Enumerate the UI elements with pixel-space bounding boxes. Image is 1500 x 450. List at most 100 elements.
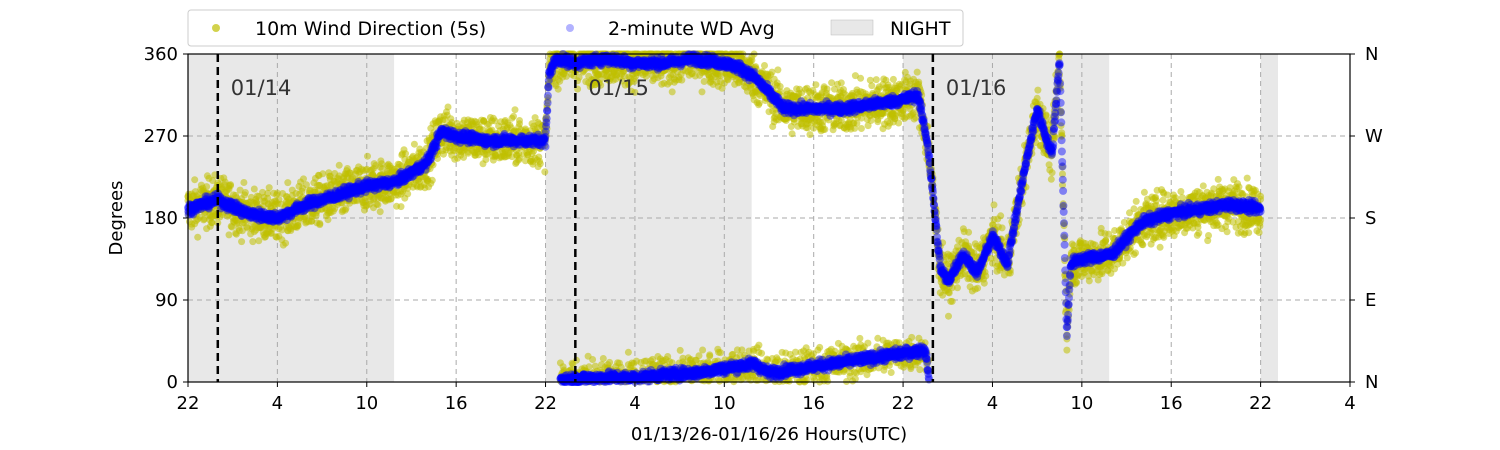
wind-5s-point-3632 bbox=[1085, 277, 1093, 285]
wind-5s-point-225 bbox=[240, 179, 248, 186]
wind-5s-point-173 bbox=[227, 181, 234, 189]
wind-5s-point-4591 bbox=[676, 346, 684, 354]
wind-5s-point-1950 bbox=[668, 88, 676, 96]
wind-5s-point-4774 bbox=[758, 349, 766, 357]
wind-5s-point-4091 bbox=[1199, 182, 1207, 190]
wind-5s-point-3784 bbox=[1123, 254, 1131, 262]
wind-5s-point-4321 bbox=[1257, 216, 1265, 224]
wind-5s-point-533 bbox=[316, 220, 324, 227]
wind-5s-point-4187 bbox=[1223, 228, 1231, 236]
wind-5s-point-2565 bbox=[821, 125, 829, 133]
wind-5s-point-878 bbox=[402, 150, 409, 158]
wind-5s-point-4658 bbox=[706, 352, 714, 360]
wind-5s-point-323 bbox=[264, 189, 272, 197]
wind-5s-point-2633 bbox=[837, 79, 845, 87]
wind-5s-point-210 bbox=[236, 186, 244, 194]
wind-5s-point-776 bbox=[376, 208, 384, 216]
wind-5s-point-393 bbox=[282, 239, 290, 247]
wind-5s-point-4419 bbox=[599, 355, 607, 362]
wind-5s-point-767 bbox=[374, 201, 382, 209]
wind-5s-point-269 bbox=[250, 185, 258, 193]
wind-5s-point-4921 bbox=[824, 377, 832, 385]
wind-5s-point-3854 bbox=[1140, 188, 1148, 196]
wind-5s-point-986 bbox=[428, 176, 436, 184]
wind-5s-point-4396 bbox=[589, 356, 597, 363]
wind-5s-point-4112 bbox=[1205, 232, 1212, 239]
wind-5s-point-2302 bbox=[755, 99, 763, 107]
wind-5s-point-2842 bbox=[889, 75, 897, 83]
wind-5s-point-2864 bbox=[895, 119, 903, 127]
wind-5s-point-4149 bbox=[1214, 175, 1222, 183]
wind-5s-point-4314 bbox=[1255, 229, 1263, 236]
wind-5s-point-362 bbox=[273, 189, 281, 197]
wind-5s-point-3274 bbox=[997, 212, 1005, 220]
wind-5s-point-68 bbox=[200, 215, 208, 223]
wind-5s-point-3917 bbox=[1156, 243, 1164, 251]
wind-5s-point-3101 bbox=[954, 284, 961, 292]
wind-5s-point-1048 bbox=[444, 103, 452, 111]
wind-5s-point-3078 bbox=[948, 297, 956, 305]
wind-5s-point-321 bbox=[264, 194, 272, 202]
wind-5s-point-4235 bbox=[1235, 183, 1243, 191]
wind-5s-point-1318 bbox=[511, 106, 519, 114]
wind-5s-point-859 bbox=[397, 203, 405, 211]
wind-5s-point-545 bbox=[319, 170, 327, 178]
wind-5s-point-2072 bbox=[698, 88, 706, 96]
wind-5s-point-565 bbox=[324, 216, 332, 224]
wind-5s-point-4073 bbox=[1195, 229, 1203, 237]
wind-5s-point-3902 bbox=[1152, 197, 1160, 205]
wind-5s-point-3698 bbox=[1102, 236, 1110, 244]
wind-5s-point-1493 bbox=[554, 85, 562, 93]
wind-5s-point-3420 bbox=[1033, 94, 1041, 102]
wind-5s-point-3579 bbox=[1073, 279, 1081, 287]
wind-5s-point-2530 bbox=[812, 81, 820, 89]
wind-5s-point-3248 bbox=[990, 201, 998, 209]
wind-5s-point-724 bbox=[364, 152, 371, 160]
wind-5s-point-4268 bbox=[1243, 174, 1251, 182]
wind-5s-point-101 bbox=[209, 177, 217, 184]
wind-5s-point-3182 bbox=[974, 284, 982, 292]
wind-5s-point-287 bbox=[255, 237, 263, 245]
wind-5s-point-403 bbox=[284, 179, 292, 187]
wind-5s-point-327 bbox=[265, 184, 273, 192]
wind-5s-point-3821 bbox=[1132, 197, 1140, 205]
wind-5s-point-2273 bbox=[748, 56, 756, 64]
wind-5s-point-4475 bbox=[624, 348, 632, 356]
wind-5s-point-4434 bbox=[606, 358, 614, 366]
wind-5s-point-75 bbox=[203, 183, 211, 191]
wind-5s-point-231 bbox=[241, 189, 249, 196]
wind-5s-point-2713 bbox=[857, 125, 865, 132]
wind-5s-point-3481 bbox=[1048, 169, 1056, 177]
wind-5s-point-2938 bbox=[913, 68, 921, 76]
wind-5s-point-40 bbox=[194, 233, 202, 241]
wind-5s-point-3817 bbox=[1132, 249, 1139, 257]
wind-5s-point-167 bbox=[225, 231, 233, 239]
wind-5s-point-2378 bbox=[774, 66, 782, 74]
wind-5s-point-4904 bbox=[816, 343, 824, 351]
wind-5s-point-3946 bbox=[1164, 191, 1171, 199]
wind-5s-point-218 bbox=[238, 238, 246, 246]
wind-5s-point-3479 bbox=[1047, 175, 1055, 183]
wind-5s-point-3215 bbox=[982, 272, 990, 280]
wind-5s-point-3812 bbox=[1130, 205, 1138, 213]
wind-5s-point-3208 bbox=[980, 279, 988, 287]
wind-5s-point-1991 bbox=[678, 76, 686, 84]
wind-5s-point-2594 bbox=[828, 79, 836, 87]
wind-5s-point-4681 bbox=[716, 349, 724, 357]
wind-5s-point-2322 bbox=[761, 62, 768, 69]
wind-5s-point-29 bbox=[191, 176, 199, 184]
wind-5s-point-3281 bbox=[998, 224, 1006, 232]
wind-5s-point-610 bbox=[335, 161, 343, 169]
wind-5s-point-3063 bbox=[945, 312, 952, 320]
wind-5s-point-98 bbox=[208, 219, 216, 227]
wind-5s-point-1439 bbox=[541, 168, 549, 176]
wind-5s-point-2711 bbox=[857, 74, 865, 82]
wind-5s-point-1312 bbox=[510, 112, 517, 120]
wind-5s-point-1419 bbox=[536, 160, 544, 168]
wind-5s-point-1337 bbox=[516, 117, 523, 124]
wind-5s-point-2574 bbox=[823, 85, 831, 93]
wind-5s-point-4388 bbox=[585, 363, 593, 371]
wind-5s-point-4642 bbox=[699, 346, 707, 354]
wind-direction-5s-layer bbox=[184, 50, 1265, 386]
